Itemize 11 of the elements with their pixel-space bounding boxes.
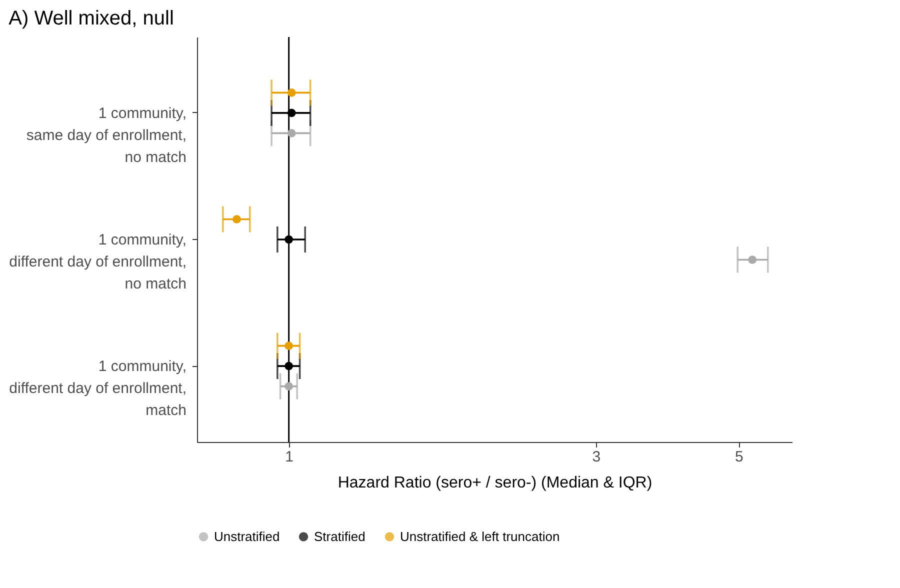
legend-label: Unstratified & left truncation <box>400 528 560 544</box>
y-tick-label: 1 community, same day of enrollment, no match <box>26 104 186 166</box>
x-tick-label: 5 <box>735 448 744 466</box>
legend-label: Stratified <box>314 528 366 544</box>
y-tick-label: 1 community, different day of enrollment, no match <box>9 232 186 292</box>
chart-title: A) Well mixed, null <box>8 7 174 30</box>
legend-label: Unstratified <box>214 528 280 544</box>
x-tick-label: 1 <box>285 448 294 466</box>
x-tick-label: 3 <box>592 448 601 466</box>
x-axis-title: Hazard Ratio (sero+ / sero-) (Median & IQR) <box>338 474 652 492</box>
y-tick-label: 1 community, different day of enrollment, match <box>9 358 186 420</box>
